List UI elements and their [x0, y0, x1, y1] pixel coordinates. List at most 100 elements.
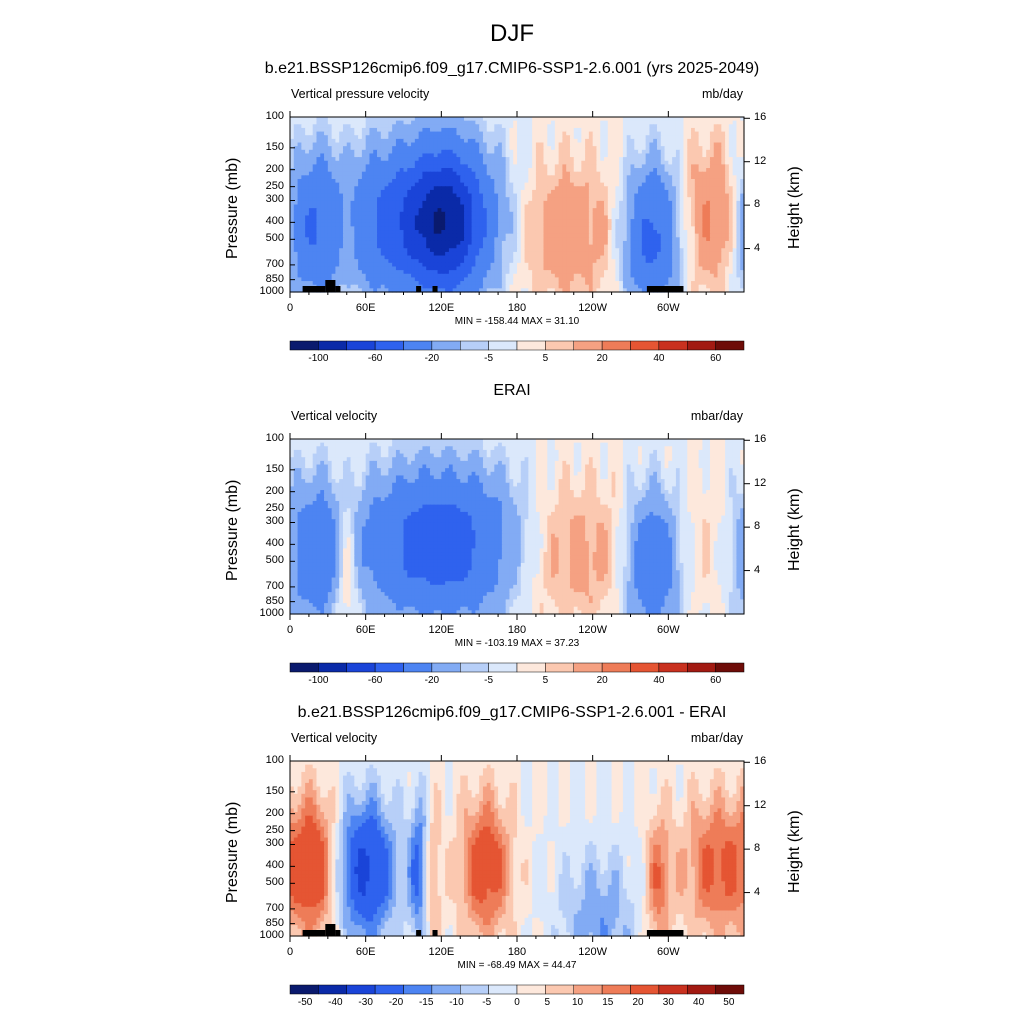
contour-cell [694, 230, 700, 235]
contour-cell [407, 255, 412, 260]
contour-cell [498, 171, 503, 176]
contour-cell [660, 255, 666, 260]
contour-cell [634, 138, 639, 144]
contour-cell [479, 226, 484, 231]
contour-cell [668, 222, 673, 227]
contour-cell [293, 197, 299, 202]
contour-cell [656, 153, 662, 158]
contour-cell [528, 135, 533, 140]
contour-cell [437, 204, 442, 209]
contour-cell [653, 182, 658, 187]
contour-cell [562, 120, 567, 125]
contour-cell [600, 146, 605, 151]
contour-cell [290, 222, 295, 227]
contour-cell [426, 204, 431, 209]
contour-cell [585, 149, 590, 155]
contour-cell [694, 160, 700, 165]
contour-cell [452, 240, 458, 246]
contour-cell [702, 182, 707, 187]
contour-cell [535, 259, 541, 264]
contour-cell [664, 124, 669, 129]
contour-cell [377, 237, 382, 242]
contour-cell [645, 171, 651, 176]
contour-cell [641, 222, 647, 227]
contour-cell [641, 146, 647, 151]
contour-cell [649, 160, 654, 165]
contour-cell [740, 237, 745, 242]
contour-cell [532, 164, 537, 169]
contour-cell [460, 222, 465, 227]
contour-cell [305, 153, 310, 158]
contour-cell [388, 164, 393, 169]
contour-cell [562, 233, 567, 238]
contour-cell [448, 127, 454, 133]
contour-cell [558, 146, 563, 151]
contour-cell [324, 211, 329, 217]
contour-cell [380, 259, 386, 264]
contour-cell [664, 149, 669, 155]
contour-cell [547, 208, 552, 213]
contour-cell [342, 233, 348, 238]
contour-cell [709, 193, 715, 198]
contour-cell [736, 182, 741, 187]
contour-cell [513, 251, 518, 257]
contour-cell [656, 189, 662, 195]
contour-cell [562, 146, 567, 151]
contour-cell [641, 226, 647, 231]
contour-cell [361, 262, 367, 268]
contour-cell [622, 146, 628, 151]
contour-cell [691, 240, 696, 246]
contour-cell [638, 124, 643, 129]
contour-cell [339, 138, 344, 144]
contour-cell [611, 189, 616, 195]
contour-cell [679, 117, 685, 122]
contour-cell [316, 211, 321, 217]
contour-cell [702, 178, 707, 184]
contour-cell [305, 248, 310, 253]
contour-cell [728, 219, 734, 224]
contour-cell [437, 215, 442, 220]
contour-cell [740, 222, 745, 227]
contour-cell [588, 171, 594, 176]
contour-cell [342, 182, 348, 187]
contour-cell [293, 240, 299, 246]
contour-cell [672, 146, 677, 151]
contour-cell [569, 251, 575, 257]
contour-cell [433, 244, 439, 249]
contour-cell [728, 226, 734, 231]
contour-cell [316, 200, 321, 206]
contour-cell [498, 200, 503, 206]
contour-cell [505, 178, 511, 184]
contour-cell [403, 120, 408, 125]
contour-cell [494, 215, 499, 220]
contour-cell [441, 164, 446, 169]
contour-cell [645, 127, 651, 133]
contour-cell [626, 171, 632, 176]
contour-cell [482, 120, 488, 125]
contour-cell [543, 233, 548, 238]
contour-cell [634, 149, 639, 155]
contour-cell [308, 131, 314, 136]
contour-cell [520, 149, 526, 155]
contour-cell [354, 204, 359, 209]
contour-cell [456, 262, 461, 268]
contour-cell [342, 262, 348, 268]
contour-cell [395, 215, 401, 220]
contour-cell [369, 171, 374, 176]
contour-cell [486, 219, 492, 224]
contour-cell [611, 124, 616, 129]
contour-cell [441, 146, 446, 151]
contour-cell [736, 160, 741, 165]
contour-cell [668, 197, 673, 202]
contour-cell [675, 248, 681, 253]
contour-cell [577, 211, 582, 217]
contour-cell [433, 240, 439, 246]
contour-cell [448, 153, 454, 158]
contour-cell [388, 157, 393, 162]
contour-cell [645, 168, 651, 173]
contour-cell [418, 200, 424, 206]
contour-cell [619, 197, 624, 202]
contour-cell [426, 200, 431, 206]
contour-cell [664, 146, 669, 151]
contour-cell [611, 200, 616, 206]
